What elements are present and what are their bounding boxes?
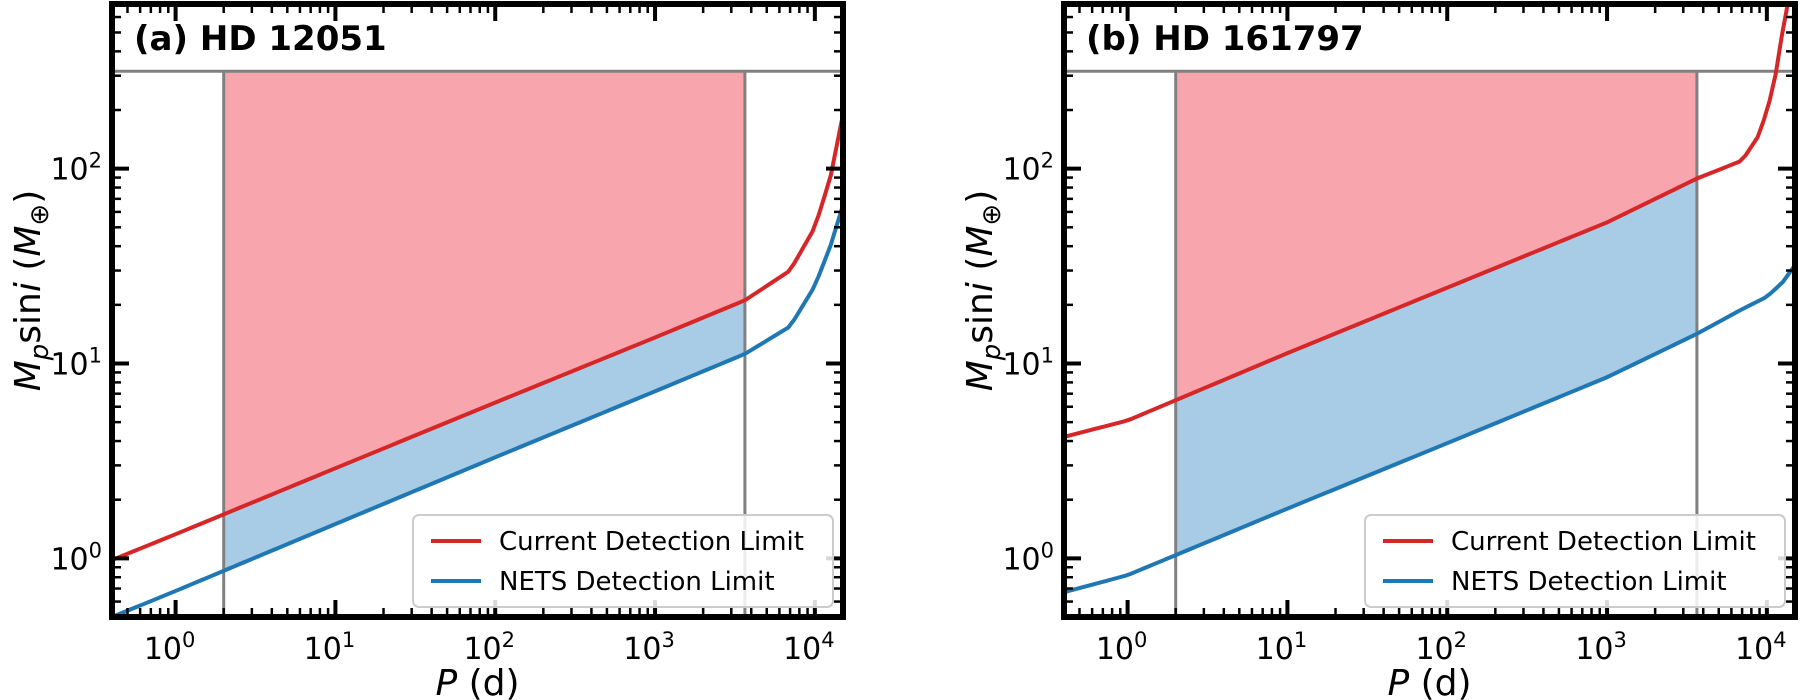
x-tick-label: 100 — [1096, 628, 1148, 667]
y-tick-label: 102 — [1002, 149, 1054, 188]
y-axis-label: Mpsini (M⊕) — [8, 190, 55, 392]
region-above-current-limit — [1175, 71, 1697, 401]
x-tick-label: 101 — [304, 628, 356, 667]
legend-entry: NETS Detection Limit — [499, 567, 775, 597]
x-tick-label: 103 — [1575, 628, 1627, 667]
panel-title: (a) HD 12051 — [134, 19, 387, 59]
series-line-current-limit — [112, 113, 843, 562]
legend-box — [412, 514, 834, 608]
series-line-current-limit — [1064, 4, 1790, 439]
x-tick-label: 100 — [144, 628, 196, 667]
axes-frame — [109, 1, 846, 620]
plot-area — [1064, 4, 1795, 617]
x-axis-ticks — [110, 4, 817, 617]
plot-area — [112, 69, 843, 617]
y-tick-label: 101 — [50, 344, 102, 383]
x-tick-label: 101 — [1256, 628, 1308, 667]
x-axis-label: P (d) — [1387, 663, 1471, 700]
region-above-current-limit — [223, 71, 745, 515]
x-tick-label: 102 — [463, 628, 515, 667]
x-tick-label: 103 — [623, 628, 675, 667]
legend: Current Detection Limit NETS Detection Li… — [1364, 514, 1786, 608]
y-tick-label: 100 — [50, 538, 102, 577]
y-axis-ticks — [1064, 2, 1795, 619]
y-tick-label: 102 — [50, 149, 102, 188]
y-tick-label: 100 — [1002, 538, 1054, 577]
chart-panel-a: 100 101 102 103 104 100 101 102 (a) HD 12051 P (d… — [8, 1, 846, 700]
panel-title: (b) HD 161797 — [1086, 19, 1364, 59]
legend-entry: Current Detection Limit — [1451, 527, 1756, 557]
x-tick-label: 104 — [1735, 628, 1787, 667]
x-tick-label: 102 — [1415, 628, 1467, 667]
y-axis-label: Mpsini (M⊕) — [960, 190, 1007, 392]
legend-entry: Current Detection Limit — [499, 527, 804, 557]
legend-entry: NETS Detection Limit — [1451, 567, 1727, 597]
region-between-limits — [223, 300, 745, 571]
series-line-nets-limit — [112, 204, 843, 617]
series-line-nets-limit — [1064, 263, 1795, 595]
region-between-limits — [1175, 178, 1697, 556]
y-axis-ticks — [112, 2, 843, 619]
x-tick-label: 104 — [783, 628, 835, 667]
legend-box — [1364, 514, 1786, 608]
y-tick-label: 101 — [1002, 344, 1054, 383]
chart-panel-b: 100 101 102 103 104 100 101 102 (b) HD 161797 P (… — [960, 1, 1798, 700]
axes-frame — [1061, 1, 1798, 620]
x-axis-label: P (d) — [435, 663, 519, 700]
legend: Current Detection Limit NETS Detection Li… — [412, 514, 834, 608]
